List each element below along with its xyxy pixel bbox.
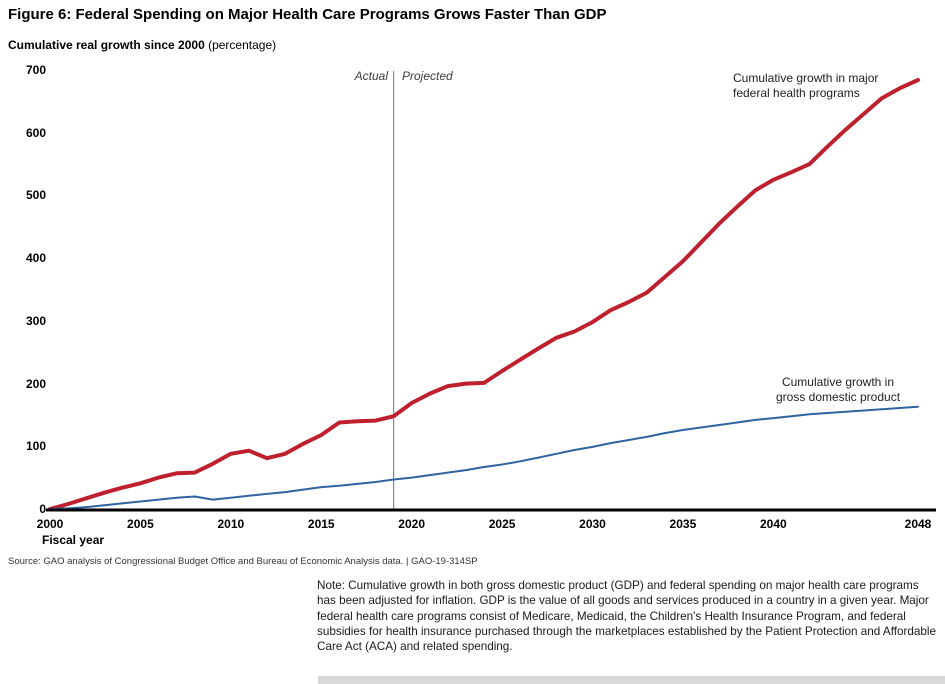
y-axis-title-main: Cumulative real growth since 2000 <box>8 38 205 52</box>
y-tick-label: 300 <box>25 313 46 328</box>
y-tick-label: 600 <box>25 125 46 140</box>
x-tick-label: 2030 <box>579 517 606 531</box>
x-tick-label: 2040 <box>759 517 787 531</box>
y-tick-label: 0 <box>39 502 46 516</box>
source-line: Source: GAO analysis of Congressional Bu… <box>8 556 478 567</box>
projected-phase-label: Projected <box>402 69 453 83</box>
x-tick-label: 2048 <box>904 517 932 531</box>
y-tick-label: 400 <box>25 251 46 266</box>
y-axis-title-unit: (percentage) <box>204 38 277 52</box>
y-tick-label: 100 <box>25 439 46 454</box>
x-tick-label: 2035 <box>669 517 697 531</box>
y-tick-label: 200 <box>25 376 46 391</box>
y-axis-title: Cumulative real growth since 2000 (perce… <box>8 38 276 52</box>
health-programs-series-label: Cumulative growth in major federal healt… <box>733 71 879 100</box>
note-text: Note: Cumulative growth in both gross do… <box>317 579 936 654</box>
x-tick-label: 2025 <box>488 517 516 531</box>
bottom-gray-strip <box>318 676 945 684</box>
gdp-series-label: Cumulative growth in gross domestic prod… <box>775 375 901 404</box>
x-axis-title: Fiscal year <box>42 533 105 547</box>
series-lines <box>48 78 920 511</box>
figure-title: Figure 6: Federal Spending on Major Heal… <box>8 6 607 23</box>
x-tick-label: 2010 <box>217 517 245 531</box>
health-programs-line <box>48 78 920 511</box>
x-tick-label: 2000 <box>36 517 64 531</box>
x-tick-label: 2020 <box>398 517 425 531</box>
x-tick-label: 2005 <box>127 517 154 531</box>
x-tick-label: 2015 <box>307 517 335 531</box>
y-tick-label: 700 <box>25 63 46 77</box>
y-tick-label: 500 <box>25 188 46 203</box>
actual-phase-label: Actual <box>354 69 388 83</box>
gdp-line <box>49 405 919 510</box>
